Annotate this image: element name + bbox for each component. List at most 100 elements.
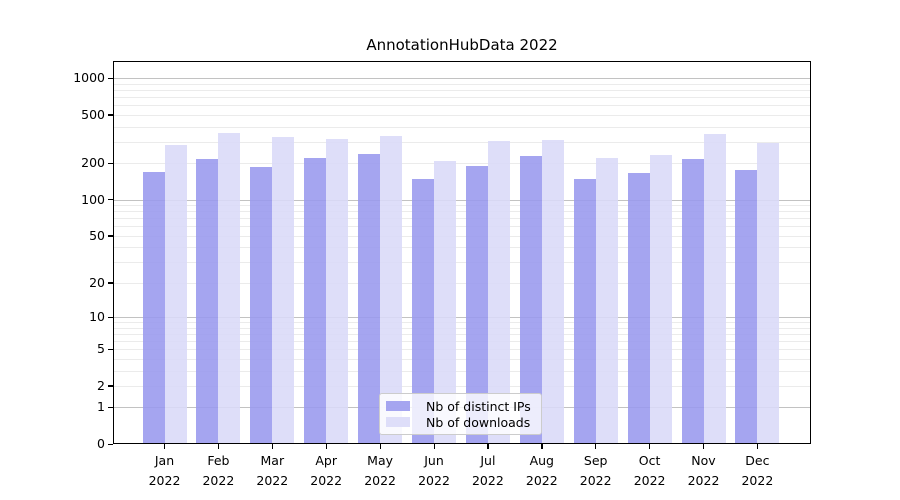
x-tick-label-may: May 2022 [364,453,396,488]
gridline-3 [113,370,811,372]
y-tick-mark-200 [108,162,113,165]
bar-sep-downloads [595,158,618,444]
bar-oct-downloads [649,154,672,444]
y-tick-label-10: 10 [89,309,105,325]
gridline-90 [113,205,811,207]
bar-aug-distinct-ips [519,155,542,444]
legend-label-downloads: Nb of downloads [426,414,531,430]
x-tick-label-nov: Nov 2022 [687,453,720,488]
y-tick-label-1000: 1000 [73,70,105,86]
legend: Nb of distinct IPs Nb of downloads [379,393,542,435]
y-tick-mark-100 [108,199,113,201]
x-tick-mark-dec [756,444,759,449]
x-tick-mark-apr [325,444,327,449]
bar-jul-downloads [487,140,510,444]
y-tick-label-200: 200 [81,155,105,171]
bar-feb-downloads [218,132,241,444]
bar-may-distinct-ips [358,154,381,444]
x-tick-mark-aug [541,444,543,449]
gridline-600 [113,105,811,107]
gridline-70 [113,218,811,220]
bar-mar-distinct-ips [250,167,273,444]
gridline-900 [113,83,811,85]
bar-mar-downloads [272,136,295,444]
gridline-800 [113,90,811,92]
gridline-400 [113,126,811,128]
bar-jan-distinct-ips [142,171,165,444]
y-tick-label-5: 5 [97,341,105,357]
bar-nov-downloads [703,134,726,444]
x-tick-label-feb: Feb 2022 [202,453,235,488]
gridline-7 [113,333,811,335]
bar-aug-downloads [541,140,564,444]
x-tick-mark-jan [164,444,166,449]
legend-swatch-downloads [386,417,410,427]
x-tick-label-sep: Sep 2022 [579,453,612,488]
gridline-10 [113,317,811,319]
gridline-40 [113,247,811,249]
bar-feb-distinct-ips [196,159,219,444]
y-tick-label-2: 2 [97,377,105,393]
chart-title: AnnotationHubData 2022 [366,36,558,54]
y-tick-mark-0 [108,443,113,445]
gridline-500 [113,114,811,116]
x-tick-mark-jul [487,444,489,449]
x-tick-mark-jun [433,444,435,449]
y-tick-mark-10 [108,316,113,318]
bar-jun-distinct-ips [412,179,434,444]
y-tick-label-20: 20 [89,274,105,290]
plot-area: Nb of distinct IPs Nb of downloads [113,61,811,444]
y-tick-mark-500 [108,114,113,116]
bar-jan-downloads [164,144,187,444]
x-tick-mark-may [379,444,381,449]
bar-sep-distinct-ips [573,179,596,444]
y-tick-mark-20 [108,282,113,284]
y-tick-mark-2 [108,385,113,387]
gridline-4 [113,358,811,360]
y-tick-label-50: 50 [89,227,105,243]
y-tick-label-1: 1 [97,399,105,415]
bar-apr-downloads [326,138,349,444]
gridline-200 [113,163,811,165]
x-tick-label-jan: Jan 2022 [148,453,181,488]
gridline-1000 [113,78,811,80]
x-tick-label-dec: Dec 2022 [741,453,774,488]
bar-dec-downloads [757,142,780,444]
x-tick-mark-nov [703,444,705,449]
bar-jun-downloads [434,160,456,444]
bar-dec-distinct-ips [735,170,758,444]
gridline-50 [113,235,811,237]
y-tick-mark-1 [108,406,113,409]
gridline-100 [113,199,811,201]
gridline-6 [113,341,811,342]
gridline-30 [113,262,811,264]
x-tick-label-apr: Apr 2022 [310,453,343,488]
gridline-20 [113,282,811,284]
legend-row-downloads: Nb of downloads [386,414,531,430]
x-tick-label-oct: Oct 2022 [633,453,666,488]
x-tick-mark-feb [217,444,220,449]
gridline-60 [113,226,811,228]
gridline-80 [113,211,811,213]
gridline-300 [113,141,811,143]
x-tick-label-jul: Jul 2022 [471,453,504,488]
x-tick-label-jun: Jun 2022 [418,453,450,488]
y-tick-label-500: 500 [81,106,105,122]
x-tick-label-aug: Aug 2022 [525,453,558,488]
legend-row-distinct-ips: Nb of distinct IPs [386,398,531,414]
gridline-8 [113,327,811,329]
gridline-700 [113,97,811,99]
x-tick-mark-sep [595,444,597,449]
y-tick-mark-1000 [108,77,113,80]
bar-may-downloads [380,135,403,444]
legend-label-distinct-ips: Nb of distinct IPs [426,398,531,414]
y-tick-mark-5 [108,348,113,350]
x-tick-label-mar: Mar 2022 [256,453,289,488]
bar-nov-distinct-ips [681,158,704,444]
bar-oct-distinct-ips [627,172,650,444]
bar-apr-distinct-ips [304,157,327,444]
gridline-2 [113,385,811,387]
bar-jul-distinct-ips [465,166,488,444]
x-tick-mark-oct [649,444,651,449]
